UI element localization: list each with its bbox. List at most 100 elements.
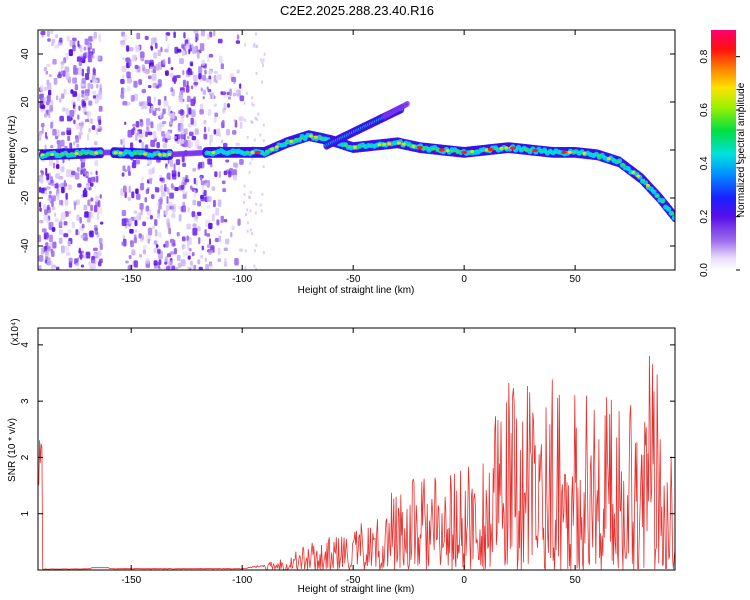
noise-cell [188, 131, 194, 137]
noise-cell [259, 58, 262, 62]
ridge-core [665, 206, 670, 210]
noise-cell [132, 54, 137, 62]
noise-cell [52, 241, 57, 249]
noise-cell [197, 145, 203, 150]
noise-cell [192, 223, 197, 228]
noise-cell [40, 30, 46, 36]
noise-cell [121, 241, 125, 246]
noise-cell [80, 264, 85, 268]
noise-cell [218, 132, 222, 137]
noise-cell [169, 117, 173, 126]
noise-cell [60, 70, 63, 76]
noise-cell [80, 234, 85, 239]
noise-cell [59, 37, 63, 43]
noise-cell [43, 246, 48, 252]
noise-cell [47, 89, 52, 96]
noise-cell [171, 173, 177, 180]
noise-cell [94, 97, 99, 104]
ridge-core [650, 189, 655, 193]
noise-cell [262, 123, 265, 127]
ridge-core [245, 150, 250, 154]
noise-cell [253, 138, 256, 142]
ridge-core [431, 147, 436, 151]
ridge-core [89, 151, 94, 155]
ridge-core [94, 151, 99, 155]
noise-cell [192, 46, 197, 54]
noise-cell [174, 46, 179, 54]
noise-cell [63, 233, 69, 238]
noise-cell [255, 117, 258, 121]
ridge-core [118, 151, 123, 155]
noise-cell [65, 52, 69, 60]
noise-cell [165, 240, 169, 248]
noise-cell [207, 158, 213, 165]
noise-cell [216, 74, 222, 81]
noise-cell [222, 188, 227, 193]
noise-cell [150, 139, 156, 147]
noise-cell [201, 59, 206, 66]
noise-cell [211, 186, 216, 191]
noise-cell [99, 83, 103, 89]
noise-cell [181, 50, 186, 56]
noise-cell [155, 187, 160, 193]
noise-cell [193, 264, 197, 270]
noise-cell [153, 37, 157, 44]
noise-cell [244, 249, 247, 253]
noise-cell [54, 218, 59, 223]
noise-cell [92, 95, 96, 99]
noise-cell [133, 80, 138, 88]
noise-cell [126, 77, 132, 84]
noise-cell [62, 107, 66, 112]
noise-cell [95, 195, 99, 203]
noise-cell [44, 209, 48, 215]
ridge-core [523, 147, 528, 152]
noise-cell [207, 126, 210, 133]
snr-frame [37, 327, 676, 571]
noise-cell [207, 108, 212, 116]
noise-cell [145, 118, 151, 126]
noise-cell [38, 186, 42, 193]
ridge-core [616, 160, 621, 164]
noise-cell [185, 269, 187, 270]
noise-cell [225, 238, 230, 245]
snr-x-ticks: -150 -100 -50 0 50 [121, 328, 581, 586]
noise-cell [255, 71, 258, 75]
noise-cell [87, 47, 91, 55]
noise-cell [142, 101, 148, 109]
noise-cell [133, 93, 139, 101]
noise-cell [66, 169, 71, 177]
noise-cell [95, 128, 98, 136]
noise-cell [226, 91, 230, 96]
ridge-core [40, 153, 45, 157]
noise-cell [173, 163, 176, 171]
noise-cell [145, 205, 150, 212]
noise-cell [156, 202, 160, 207]
noise-cell [255, 243, 258, 247]
ridge-core [611, 158, 616, 162]
noise-cell [239, 83, 242, 89]
ridge-core [377, 143, 382, 147]
ridge-core [392, 141, 397, 145]
noise-cell [167, 43, 170, 51]
ridge-core [538, 149, 543, 153]
noise-cell [138, 233, 142, 239]
colorbar-tick-label: 0.8 [699, 49, 710, 63]
noise-cell [91, 259, 97, 264]
colorbar-label: Normalized spectral amplitude [736, 82, 747, 217]
noise-cell [81, 77, 87, 84]
y-tick-label: 3 [20, 398, 31, 404]
noise-cell [166, 196, 169, 204]
noise-cell [209, 262, 214, 270]
noise-cell [83, 204, 88, 211]
noise-cell [98, 237, 103, 245]
ridge-core [484, 148, 489, 152]
noise-cell [254, 116, 257, 120]
noise-cell [152, 225, 155, 230]
noise-cell [120, 78, 125, 84]
noise-cell [155, 63, 160, 71]
noise-cell [128, 171, 131, 176]
ridge-core [284, 141, 289, 145]
snr-x-label: Height of straight line (km) [298, 584, 415, 595]
noise-cell [128, 254, 132, 260]
noise-cell [198, 66, 203, 74]
